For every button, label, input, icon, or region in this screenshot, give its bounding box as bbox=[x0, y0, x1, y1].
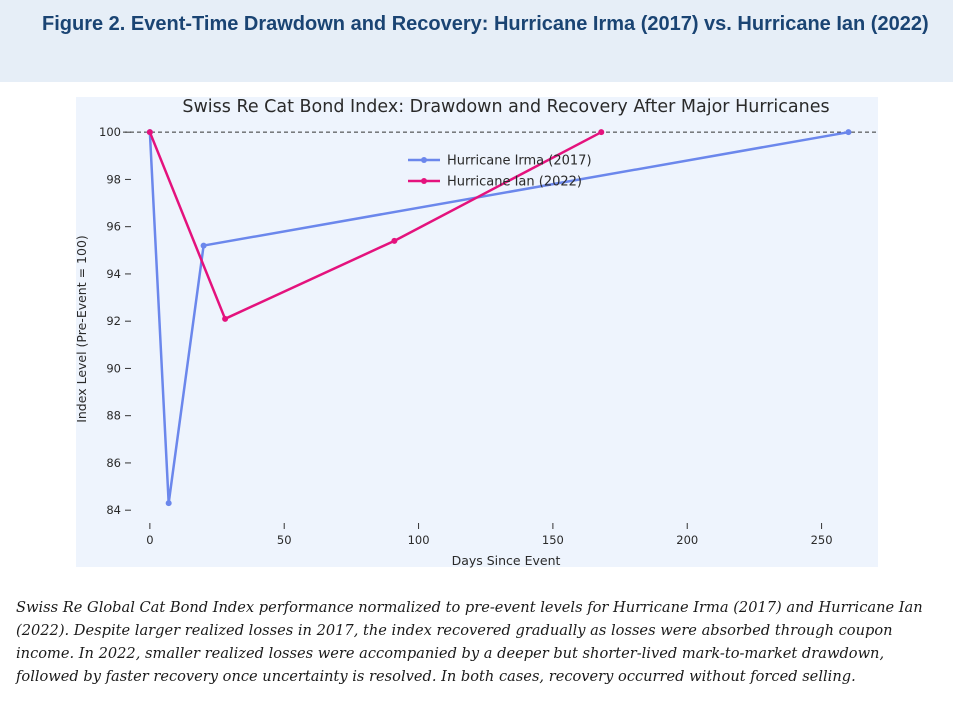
legend-marker bbox=[421, 157, 427, 163]
series-1 bbox=[146, 129, 852, 507]
x-tick-label: 200 bbox=[676, 533, 698, 547]
y-tick-label: 92 bbox=[106, 314, 121, 328]
chart-title: Swiss Re Cat Bond Index: Drawdown and Re… bbox=[182, 97, 829, 117]
y-tick-label: 98 bbox=[106, 172, 121, 186]
legend-label: Hurricane Irma (2017) bbox=[447, 154, 592, 169]
data-point bbox=[222, 315, 229, 322]
figure-caption: Swiss Re Global Cat Bond Index performan… bbox=[16, 599, 923, 685]
legend: Hurricane Irma (2017) Hurricane Ian (2022… bbox=[408, 154, 592, 190]
y-tick-label: 100 bbox=[99, 125, 121, 139]
x-axis-label: Days Since Event bbox=[452, 553, 561, 568]
y-tick-label: 94 bbox=[106, 267, 121, 281]
data-point bbox=[598, 129, 605, 136]
plot-background bbox=[76, 97, 878, 567]
data-point bbox=[146, 129, 153, 136]
series-line bbox=[148, 130, 849, 505]
series-2 bbox=[146, 129, 605, 322]
y-axis-label: Index Level (Pre-Event = 100) bbox=[74, 235, 89, 423]
data-point bbox=[391, 237, 398, 244]
figure-header: Figure 2. Event-Time Drawdown and Recove… bbox=[0, 0, 953, 82]
y-tick-label: 84 bbox=[106, 503, 121, 517]
x-tick-label: 50 bbox=[277, 533, 292, 547]
x-tick-label: 0 bbox=[146, 533, 153, 547]
legend-label: Hurricane Ian (2022) bbox=[447, 175, 582, 190]
x-tick-label: 150 bbox=[542, 533, 564, 547]
y-tick-label: 86 bbox=[106, 456, 121, 470]
data-point bbox=[200, 242, 207, 249]
y-tick-label: 90 bbox=[106, 361, 121, 375]
y-tick-label: 88 bbox=[106, 409, 121, 423]
series-layer bbox=[146, 129, 852, 507]
line-chart: 84 86 88 90 92 94 96 98 100 0 50 100 150 200 250 Hurr… bbox=[74, 97, 878, 568]
series-line bbox=[148, 131, 602, 321]
x-tick-label: 250 bbox=[811, 533, 833, 547]
data-point bbox=[845, 129, 852, 136]
legend-marker bbox=[421, 178, 427, 184]
x-axis: 0 50 100 150 200 250 bbox=[146, 523, 833, 547]
data-point bbox=[165, 500, 172, 507]
y-axis: 84 86 88 90 92 94 96 98 100 bbox=[99, 125, 131, 517]
y-tick-label: 96 bbox=[106, 220, 121, 234]
x-tick-label: 100 bbox=[408, 533, 430, 547]
figure-title: Figure 2. Event-Time Drawdown and Recove… bbox=[42, 13, 929, 35]
